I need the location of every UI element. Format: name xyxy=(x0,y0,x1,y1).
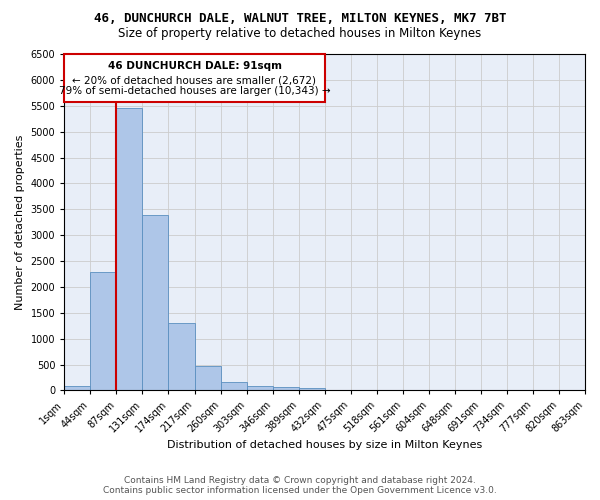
X-axis label: Distribution of detached houses by size in Milton Keynes: Distribution of detached houses by size … xyxy=(167,440,482,450)
Bar xyxy=(247,386,272,390)
Bar xyxy=(116,108,142,390)
FancyBboxPatch shape xyxy=(64,54,325,102)
Bar xyxy=(169,322,194,390)
Bar xyxy=(142,216,169,390)
Text: 46, DUNCHURCH DALE, WALNUT TREE, MILTON KEYNES, MK7 7BT: 46, DUNCHURCH DALE, WALNUT TREE, MILTON … xyxy=(94,12,506,26)
Y-axis label: Number of detached properties: Number of detached properties xyxy=(15,134,25,310)
Text: 79% of semi-detached houses are larger (10,343) →: 79% of semi-detached houses are larger (… xyxy=(59,86,331,97)
Bar xyxy=(272,386,299,390)
Text: 46 DUNCHURCH DALE: 91sqm: 46 DUNCHURCH DALE: 91sqm xyxy=(107,61,281,71)
Bar xyxy=(299,388,325,390)
Text: Size of property relative to detached houses in Milton Keynes: Size of property relative to detached ho… xyxy=(118,28,482,40)
Text: Contains HM Land Registry data © Crown copyright and database right 2024.
Contai: Contains HM Land Registry data © Crown c… xyxy=(103,476,497,495)
Bar xyxy=(194,366,221,390)
Text: ← 20% of detached houses are smaller (2,672): ← 20% of detached houses are smaller (2,… xyxy=(73,76,317,86)
Bar xyxy=(91,272,116,390)
Bar xyxy=(64,386,91,390)
Bar xyxy=(221,382,247,390)
